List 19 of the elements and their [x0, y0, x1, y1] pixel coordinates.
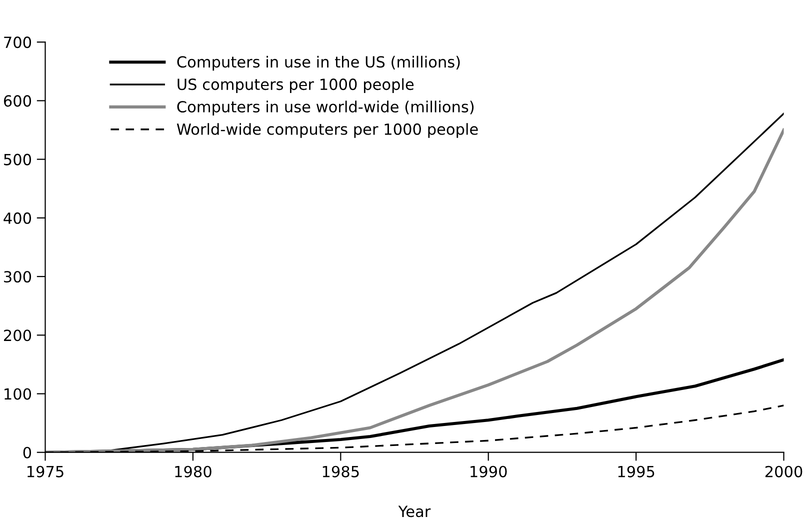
x-tick-label: 1990 [470, 466, 507, 478]
legend-label: US computers per 1000 people [178, 78, 414, 94]
x-axis-title: Year [398, 506, 431, 518]
y-tick-label: 600 [4, 95, 32, 107]
y-tick-label: 100 [4, 388, 32, 400]
y-tick-label: 700 [4, 36, 32, 48]
y-tick-label: 200 [4, 330, 32, 342]
y-tick-label: 0 [23, 446, 32, 458]
x-tick-label: 1980 [175, 466, 212, 478]
x-tick-label: 2000 [765, 466, 802, 478]
legend-label: World-wide computers per 1000 people [176, 123, 478, 138]
x-tick-label: 1985 [322, 466, 359, 478]
legend-label: Computers in use in the US (millions) [177, 56, 460, 71]
y-tick-label: 400 [4, 212, 32, 224]
x-tick-label: 1995 [618, 466, 654, 478]
y-tick-label: 300 [4, 270, 32, 283]
y-tick-label: 500 [4, 154, 32, 166]
x-tick-label: 1975 [27, 466, 64, 478]
legend-label: Computers in use world-wide (millions) [177, 100, 474, 116]
